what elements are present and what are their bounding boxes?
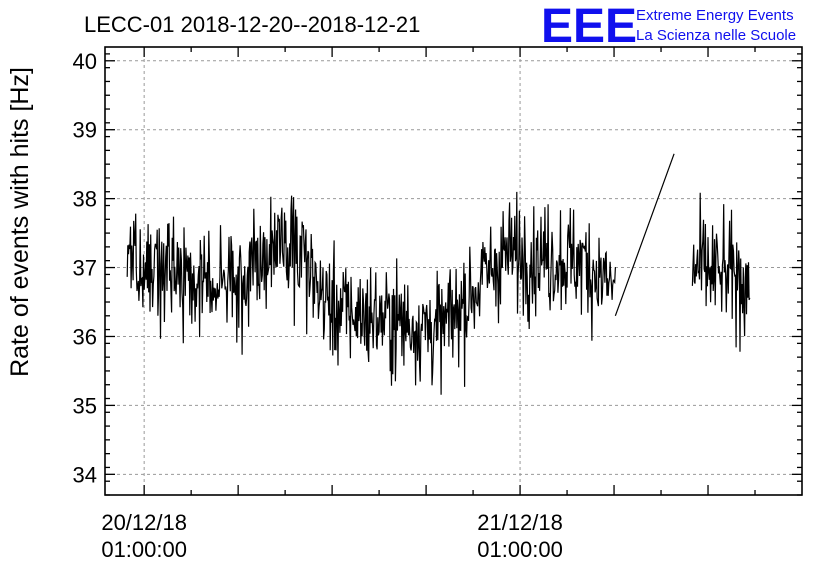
y-tick-label: 34 bbox=[73, 462, 97, 487]
chart-title: LECC-01 2018-12-20--2018-12-21 bbox=[84, 12, 420, 37]
series-group bbox=[126, 153, 751, 395]
x-tick-label-time: 01:00:00 bbox=[101, 537, 187, 562]
data-gap-connector bbox=[614, 153, 675, 317]
plot-frame bbox=[104, 46, 803, 496]
y-tick-label: 38 bbox=[73, 187, 97, 212]
y-tick-label: 35 bbox=[73, 393, 97, 418]
logo-line1: Extreme Energy Events bbox=[636, 7, 794, 24]
y-tick-label: 40 bbox=[73, 49, 97, 74]
y-axis-title: Rate of events with hits [Hz] bbox=[6, 67, 34, 377]
tick-labels: 3435363738394020/12/1801:00:0021/12/1801… bbox=[73, 49, 563, 562]
x-tick-label-date: 20/12/18 bbox=[101, 510, 187, 535]
eee-logo: EEE Extreme Energy Events La Scienza nel… bbox=[541, 0, 796, 53]
data-line-segment-1 bbox=[126, 191, 616, 395]
x-tick-label-time: 01:00:00 bbox=[477, 537, 563, 562]
y-tick-label: 37 bbox=[73, 256, 97, 281]
y-tick-label: 39 bbox=[73, 118, 97, 143]
logo-letters: EEE bbox=[541, 0, 637, 53]
x-tick-label-date: 21/12/18 bbox=[477, 510, 563, 535]
axis-ticks bbox=[105, 47, 802, 496]
logo-line2: La Scienza nelle Scuole bbox=[636, 27, 796, 44]
y-tick-label: 36 bbox=[73, 324, 97, 349]
data-line-segment-2 bbox=[691, 192, 751, 352]
